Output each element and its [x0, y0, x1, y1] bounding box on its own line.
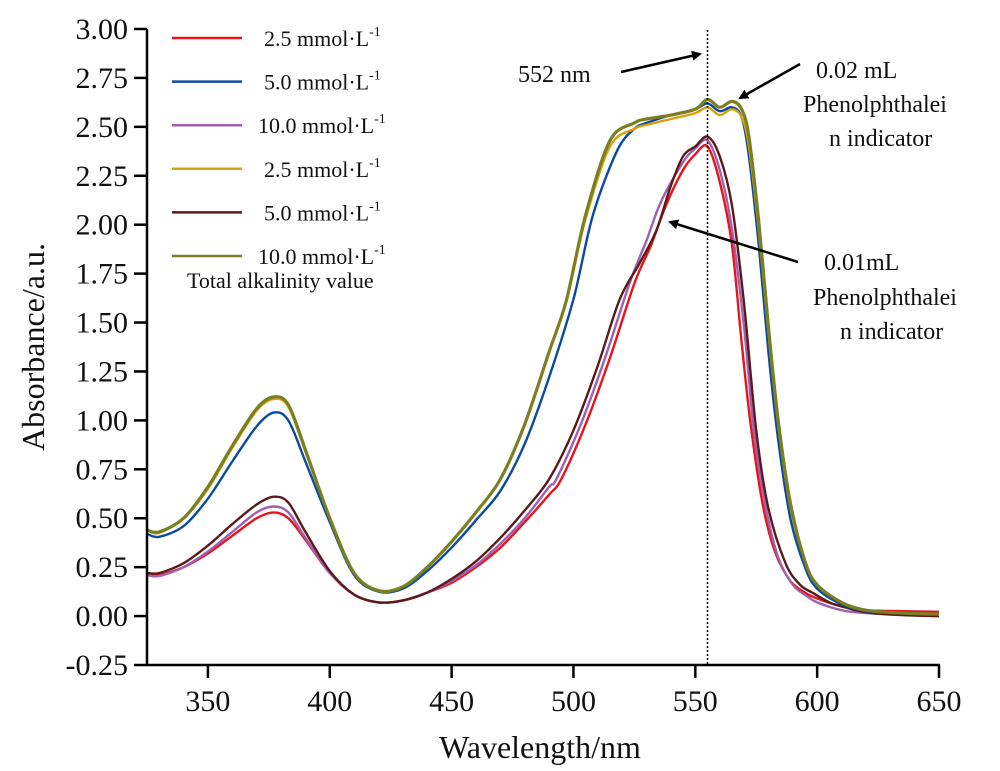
y-tick-label: 2.00	[76, 209, 129, 242]
y-tick-label: 1.50	[76, 307, 129, 340]
y-tick-label: 0.00	[76, 600, 129, 633]
legend-label: 2.5 mmol·L-1	[264, 25, 381, 51]
annotation-002ml-line3: n indicator	[829, 126, 932, 152]
legend-label: 10.0 mmol·L-1	[258, 243, 386, 269]
y-axis-title: Absorbance/a.u.	[15, 243, 51, 451]
series-layer	[146, 97, 940, 618]
y-tick-label: 3.00	[76, 13, 129, 46]
series-line-001-10_0	[146, 138, 940, 618]
legend-label: 10.0 mmol·L-1	[258, 112, 386, 138]
x-tick-label: 650	[917, 685, 962, 718]
annotation-552nm-text: 552 nm	[518, 62, 591, 88]
legend-title: Total alkalinity value	[187, 268, 374, 293]
series-line-002-2_5	[146, 106, 940, 616]
series-line-002-5_0	[146, 102, 940, 616]
y-tick-label: 2.25	[76, 160, 129, 193]
annotation-001ml-line1: 0.01mL	[824, 250, 899, 276]
x-tick-label: 400	[307, 685, 352, 718]
annotation-001ml-line2: Phenolphthalei	[813, 285, 957, 311]
annotation-552nm: 552 nm	[518, 50, 702, 88]
annotation-552nm-arrow	[620, 50, 702, 74]
legend-label: 5.0 mmol·L-1	[264, 199, 381, 225]
x-axis-title: Wavelength/nm	[439, 729, 641, 765]
x-tick-label: 450	[429, 685, 474, 718]
legend: 2.5 mmol·L-1 5.0 mmol·L-1 10.0 mmol·L-1 2.5…	[172, 25, 386, 269]
series-line-002-10_0	[146, 97, 940, 616]
y-tick-label: 2.50	[76, 111, 129, 144]
annotation-002ml-line2: Phenolphthalei	[803, 92, 947, 118]
annotation-002ml-arrow	[738, 62, 801, 100]
y-ticks: -0.25 0.00 0.25 0.50 0.75 1.00 1.25 1.50 1.75 2.0…	[66, 13, 147, 682]
annotation-002ml-line1: 0.02 mL	[816, 58, 897, 84]
series-line-001-5_0	[146, 135, 940, 618]
axes	[145, 29, 940, 667]
y-tick-label: 0.50	[76, 502, 129, 535]
x-tick-label: 600	[795, 685, 840, 718]
annotation-001ml-line3: n indicator	[840, 319, 943, 345]
x-ticks: 350 400 450 500 550 600 650	[185, 665, 962, 718]
y-tick-label: 1.25	[76, 355, 129, 388]
annotation-001ml-arrow	[668, 219, 799, 264]
y-tick-label: -0.25	[66, 649, 129, 682]
y-tick-label: 1.75	[76, 258, 129, 291]
legend-label: 2.5 mmol·L-1	[264, 156, 381, 182]
x-tick-label: 550	[673, 685, 718, 718]
y-tick-label: 0.25	[76, 551, 129, 584]
y-tick-label: 2.75	[76, 62, 129, 95]
x-tick-label: 500	[551, 685, 596, 718]
x-tick-label: 350	[185, 685, 230, 718]
annotation-001ml: 0.01mL Phenolphthalei n indicator	[668, 219, 957, 345]
legend-label: 5.0 mmol·L-1	[264, 69, 381, 95]
y-tick-label: 0.75	[76, 453, 129, 486]
annotation-002ml: 0.02 mL Phenolphthalei n indicator	[738, 58, 947, 152]
y-tick-label: 1.00	[76, 404, 129, 437]
